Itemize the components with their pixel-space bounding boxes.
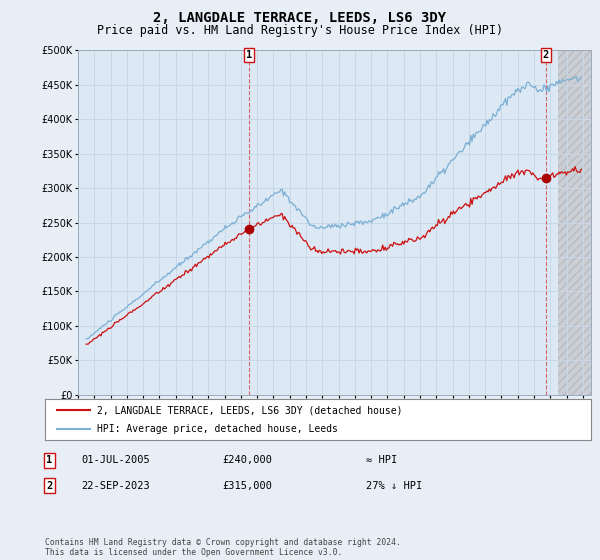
Text: Contains HM Land Registry data © Crown copyright and database right 2024.
This d: Contains HM Land Registry data © Crown c… (45, 538, 401, 557)
Text: ≈ HPI: ≈ HPI (366, 455, 397, 465)
Text: £315,000: £315,000 (222, 480, 272, 491)
Text: 01-JUL-2005: 01-JUL-2005 (81, 455, 150, 465)
Text: Price paid vs. HM Land Registry's House Price Index (HPI): Price paid vs. HM Land Registry's House … (97, 24, 503, 37)
Text: 27% ↓ HPI: 27% ↓ HPI (366, 480, 422, 491)
Text: 22-SEP-2023: 22-SEP-2023 (81, 480, 150, 491)
Text: 1: 1 (246, 50, 252, 60)
Bar (559, 50, 591, 395)
Text: HPI: Average price, detached house, Leeds: HPI: Average price, detached house, Leed… (97, 424, 338, 433)
Text: 2, LANGDALE TERRACE, LEEDS, LS6 3DY (detached house): 2, LANGDALE TERRACE, LEEDS, LS6 3DY (det… (97, 405, 403, 415)
Text: 2, LANGDALE TERRACE, LEEDS, LS6 3DY: 2, LANGDALE TERRACE, LEEDS, LS6 3DY (154, 11, 446, 25)
Text: £240,000: £240,000 (222, 455, 272, 465)
Text: 2: 2 (46, 480, 52, 491)
Text: 2: 2 (542, 50, 549, 60)
Text: 1: 1 (46, 455, 52, 465)
